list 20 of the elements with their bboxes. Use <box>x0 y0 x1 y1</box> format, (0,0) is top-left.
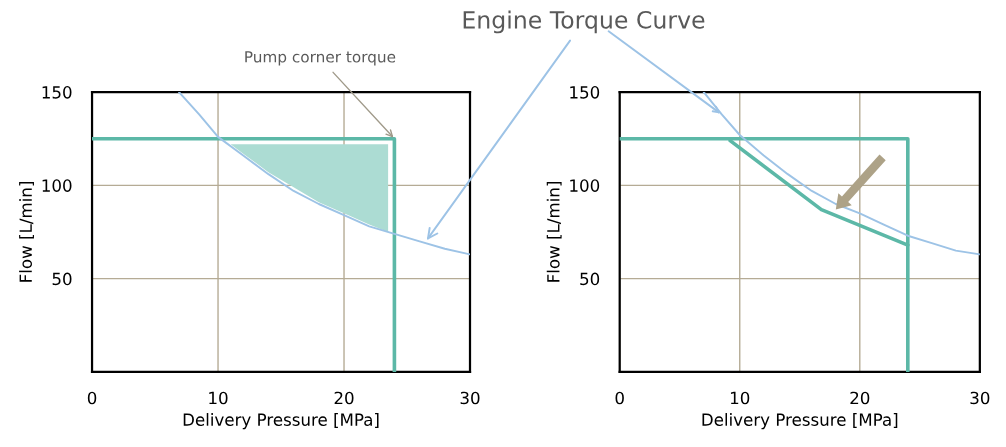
annotation: Engine Torque Curve <box>463 10 705 34</box>
y-tick-label: 100 <box>42 179 72 192</box>
x-tick-label: 10 <box>209 391 228 405</box>
y-tick-label: 150 <box>570 86 600 99</box>
y-tick-label: 150 <box>42 86 72 99</box>
x-tick-label: 10 <box>730 391 750 405</box>
y-axis-title: Flow [L/min] <box>546 182 562 282</box>
annotation: Pump corner torque <box>245 51 396 66</box>
y-tick-label: 100 <box>570 179 600 192</box>
x-axis-title: Delivery Pressure [MPa] <box>702 413 898 430</box>
x-tick-label: 20 <box>850 391 870 405</box>
x-tick-label: 0 <box>87 391 97 405</box>
x-tick-label: 0 <box>615 391 624 405</box>
x-axis-title: Delivery Pressure [MPa] <box>183 413 379 430</box>
y-tick-label: 50 <box>52 272 72 286</box>
y-tick-label: 50 <box>580 272 600 286</box>
y-axis-title: Flow [L/min] <box>19 182 34 282</box>
x-tick-label: 20 <box>334 391 354 405</box>
x-tick-label: 30 <box>460 391 480 405</box>
x-tick-label: 30 <box>970 391 990 405</box>
